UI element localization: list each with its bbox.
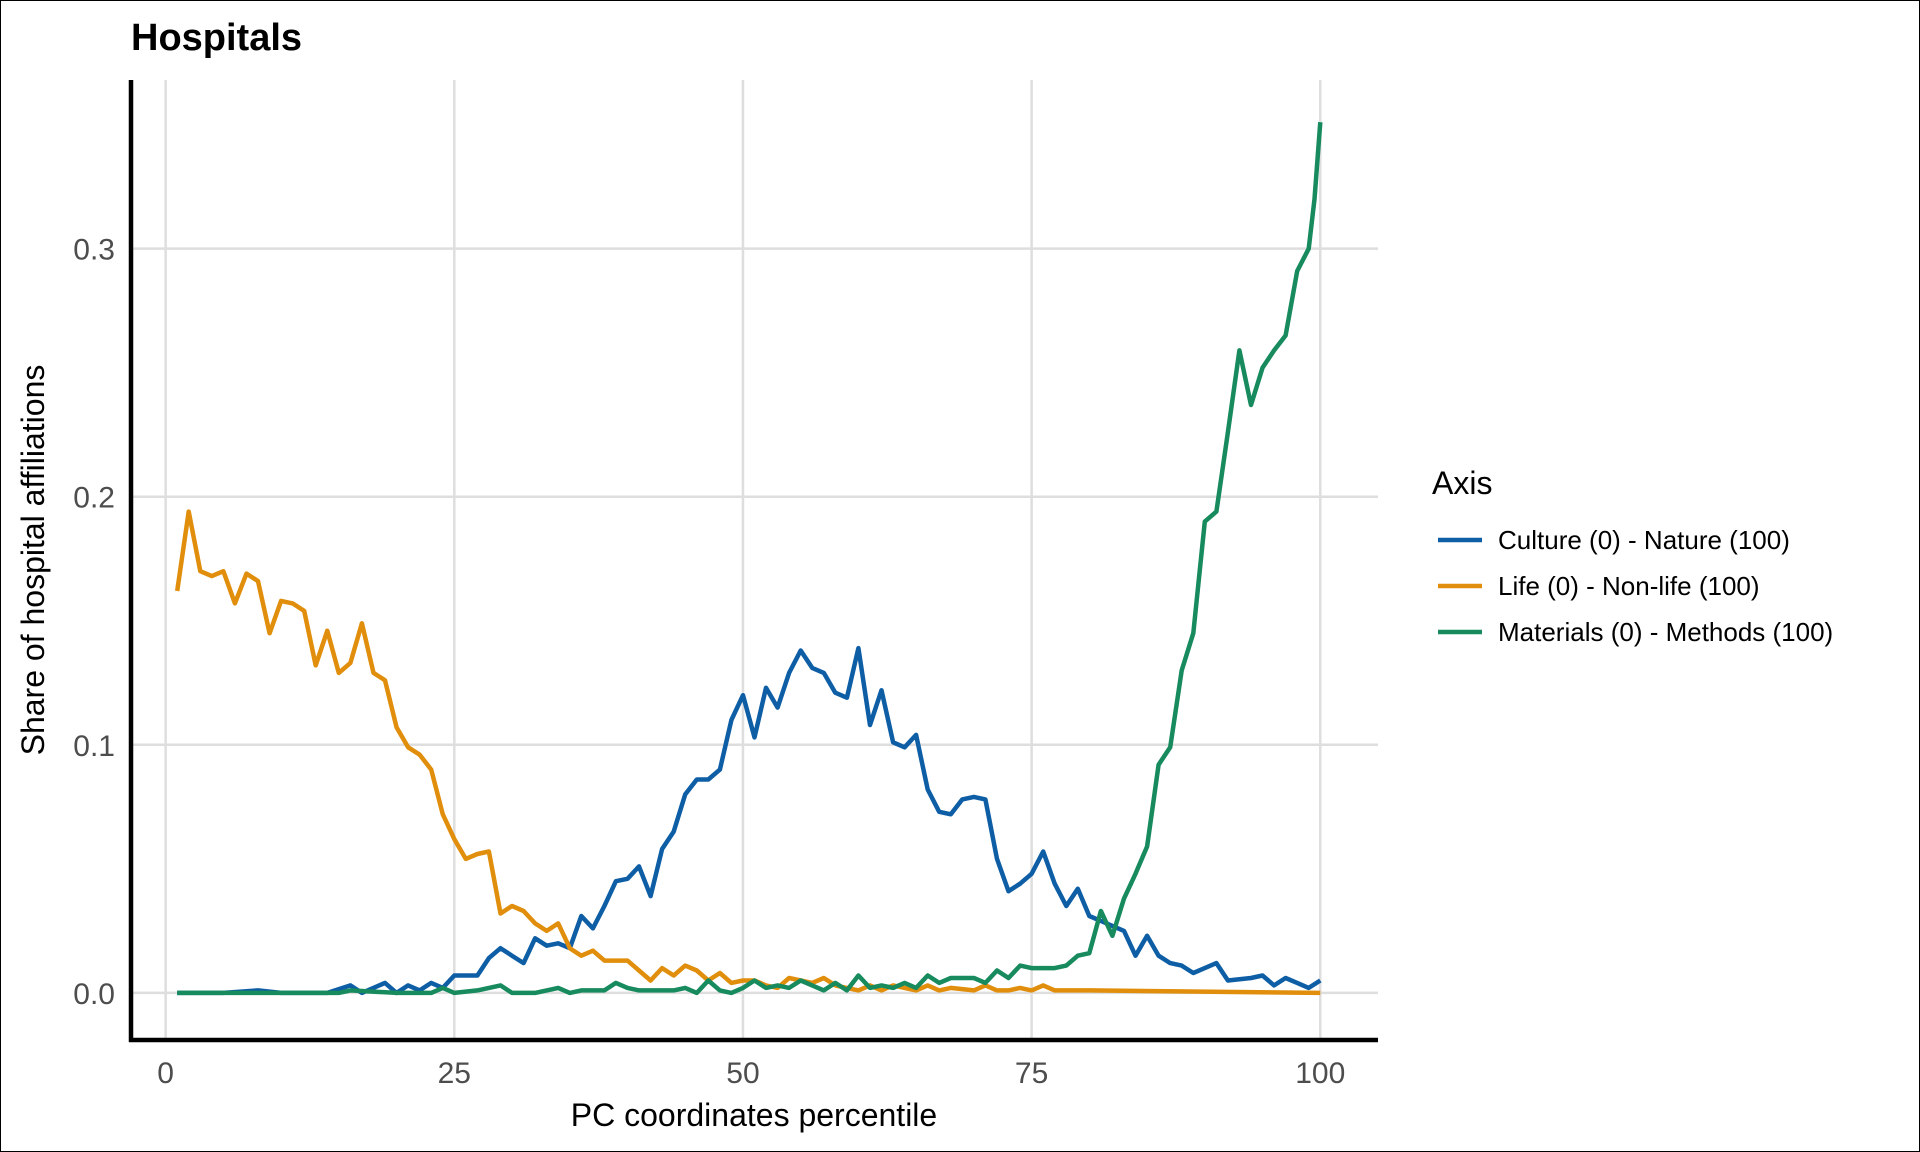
legend: Axis Culture (0) - Nature (100) Life (0) … xyxy=(1432,465,1833,647)
x-tick-label: 50 xyxy=(726,1057,759,1090)
y-tick-label: 0.2 xyxy=(73,482,115,515)
x-tick-label: 100 xyxy=(1295,1057,1345,1090)
series-line-0 xyxy=(177,645,1322,996)
x-axis-title: PC coordinates percentile xyxy=(571,1097,937,1133)
legend-label-0: Culture (0) - Nature (100) xyxy=(1498,525,1790,555)
y-tick-label: 0.0 xyxy=(73,978,115,1011)
gridlines xyxy=(131,80,1378,1040)
x-tick-label: 0 xyxy=(157,1057,174,1090)
x-tick-label: 25 xyxy=(438,1057,471,1090)
legend-label-2: Materials (0) - Methods (100) xyxy=(1498,617,1833,647)
axes xyxy=(128,80,1378,1043)
y-tick-label: 0.1 xyxy=(73,730,115,763)
series-line-1 xyxy=(174,509,1321,996)
series-lines xyxy=(174,122,1323,996)
chart-title: Hospitals xyxy=(131,17,302,59)
legend-title: Axis xyxy=(1432,465,1492,501)
y-tick-label: 0.3 xyxy=(73,234,115,267)
x-tick-label: 75 xyxy=(1015,1057,1048,1090)
series-line-2 xyxy=(177,122,1323,996)
legend-label-1: Life (0) - Non-life (100) xyxy=(1498,571,1760,601)
y-axis-title: Share of hospital affiliations xyxy=(15,365,51,756)
tick-labels: 0 25 50 75 100 0.0 0.1 0.2 0.3 xyxy=(73,234,1345,1090)
